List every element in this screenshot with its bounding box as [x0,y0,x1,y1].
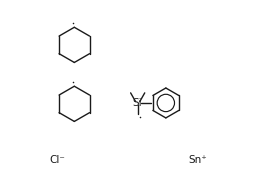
Text: Si: Si [133,98,143,108]
Text: Sn⁺: Sn⁺ [188,155,207,165]
Text: Cl⁻: Cl⁻ [50,155,66,165]
